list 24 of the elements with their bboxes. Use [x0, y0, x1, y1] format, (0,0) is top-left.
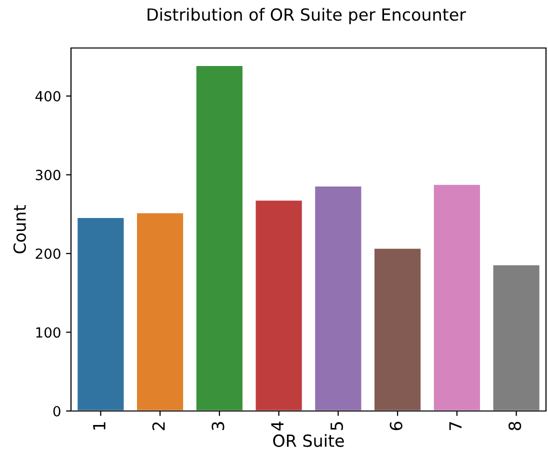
bar	[136, 212, 185, 411]
x-tick-label: 8	[508, 422, 522, 430]
x-tick-label: 7	[449, 422, 462, 430]
x-tick-label: 4	[271, 422, 284, 431]
bar	[492, 264, 541, 411]
x-tick-label: 5	[330, 422, 344, 430]
x-tick-label: 3	[212, 422, 224, 430]
x-tick-label: 1	[93, 422, 106, 430]
bar	[254, 199, 304, 411]
y-tick-label: 0	[53, 406, 60, 416]
x-tick-label: 2	[152, 422, 165, 430]
chart-title: Distribution of OR Suite per Encounter	[148, 8, 466, 24]
y-axis-title: Count	[13, 205, 26, 254]
y-tick-label: 300	[36, 170, 60, 180]
bar	[194, 64, 244, 411]
y-tick-label: 400	[35, 91, 60, 102]
bar	[76, 216, 126, 411]
x-tick-label: 6	[390, 422, 402, 430]
x-axis-title: OR Suite	[273, 434, 344, 448]
bar	[432, 184, 482, 411]
y-tick-label: 100	[36, 327, 60, 338]
bar	[373, 247, 422, 411]
bar	[314, 185, 363, 411]
y-tick-label: 200	[36, 248, 60, 259]
